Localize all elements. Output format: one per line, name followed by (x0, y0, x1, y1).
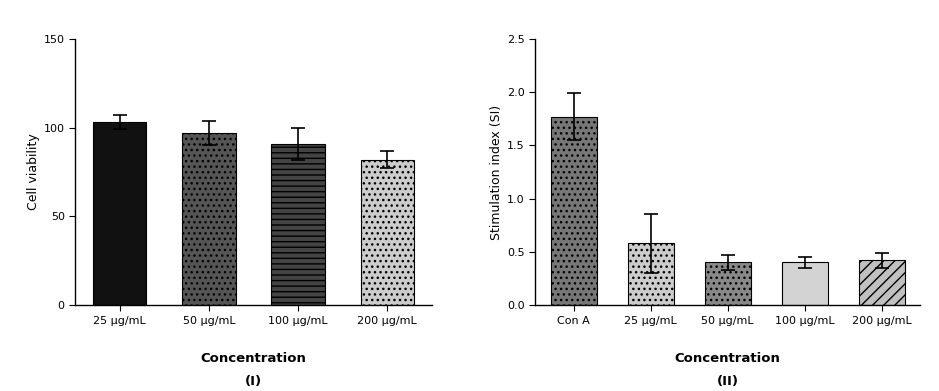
Text: (I): (I) (245, 375, 262, 388)
Bar (550, 117, 597, 305)
Bar (271, 143, 325, 305)
Bar (781, 262, 828, 305)
Text: (II): (II) (716, 375, 739, 388)
Bar (361, 160, 414, 305)
Y-axis label: Stimulation index (SI): Stimulation index (SI) (490, 104, 503, 240)
Text: Concentration: Concentration (201, 352, 306, 365)
Text: Concentration: Concentration (675, 352, 780, 365)
Y-axis label: Cell viability: Cell viability (26, 134, 39, 210)
Bar (627, 243, 674, 305)
Bar (858, 260, 905, 305)
Bar (704, 262, 751, 305)
Bar (93, 122, 146, 305)
Bar (182, 133, 236, 305)
